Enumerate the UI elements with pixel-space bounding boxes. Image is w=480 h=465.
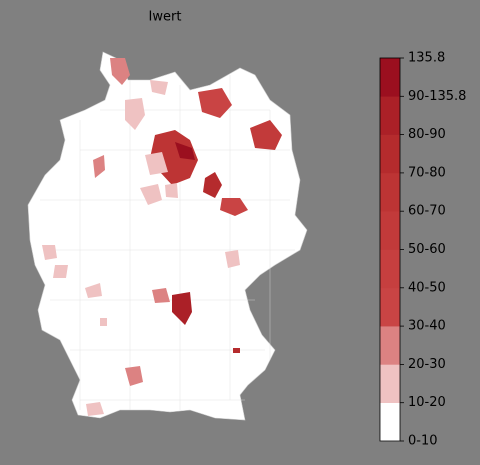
colorbar-label: 30-40 — [408, 319, 446, 334]
district — [42, 245, 57, 260]
colorbar-segment — [380, 96, 400, 135]
colorbar-label: 60-70 — [408, 204, 446, 219]
district — [198, 88, 232, 118]
district — [85, 283, 102, 298]
colorbar-segment — [380, 134, 400, 174]
colorbar-segment — [380, 172, 400, 212]
district — [203, 172, 222, 198]
district — [145, 152, 168, 175]
district — [125, 98, 145, 130]
colorbar-label: 10-20 — [408, 395, 446, 410]
district — [100, 318, 107, 326]
district — [150, 80, 168, 95]
colorbar-label: 70-80 — [408, 165, 446, 180]
district — [250, 120, 282, 150]
colorbar-label: 0-10 — [408, 434, 438, 449]
colorbar-label: 50-60 — [408, 242, 446, 257]
colorbar: 0-10 10-20 20-30 30-40 40-50 50-60 60-70 70-80 8… — [379, 51, 466, 449]
district — [93, 155, 105, 178]
colorbar-label: 20-30 — [408, 357, 446, 372]
colorbar-label: 80-90 — [408, 127, 446, 142]
district — [53, 265, 68, 278]
district — [86, 402, 104, 416]
district-patches — [42, 58, 282, 416]
district — [140, 184, 162, 205]
map-title: Iwert — [149, 10, 182, 25]
district — [220, 198, 248, 216]
colorbar-label: 40-50 — [408, 280, 446, 295]
colorbar-segment — [380, 287, 400, 327]
colorbar-label: 135.8 — [408, 51, 445, 66]
colorbar-segment — [380, 402, 400, 442]
district — [233, 348, 240, 353]
colorbar-segment — [380, 249, 400, 289]
district — [152, 288, 170, 303]
district — [125, 366, 143, 386]
district — [225, 250, 240, 268]
district — [172, 292, 192, 325]
colorbar-segment — [380, 364, 400, 403]
country-outline — [27, 51, 308, 421]
district — [165, 183, 178, 198]
colorbar-segment — [380, 326, 400, 365]
colorbar-segment — [380, 58, 400, 97]
district — [175, 142, 195, 160]
colorbar-label: 90-135.8 — [408, 89, 466, 104]
district — [110, 58, 130, 85]
germany-map — [27, 51, 308, 421]
colorbar-segment — [380, 211, 400, 250]
